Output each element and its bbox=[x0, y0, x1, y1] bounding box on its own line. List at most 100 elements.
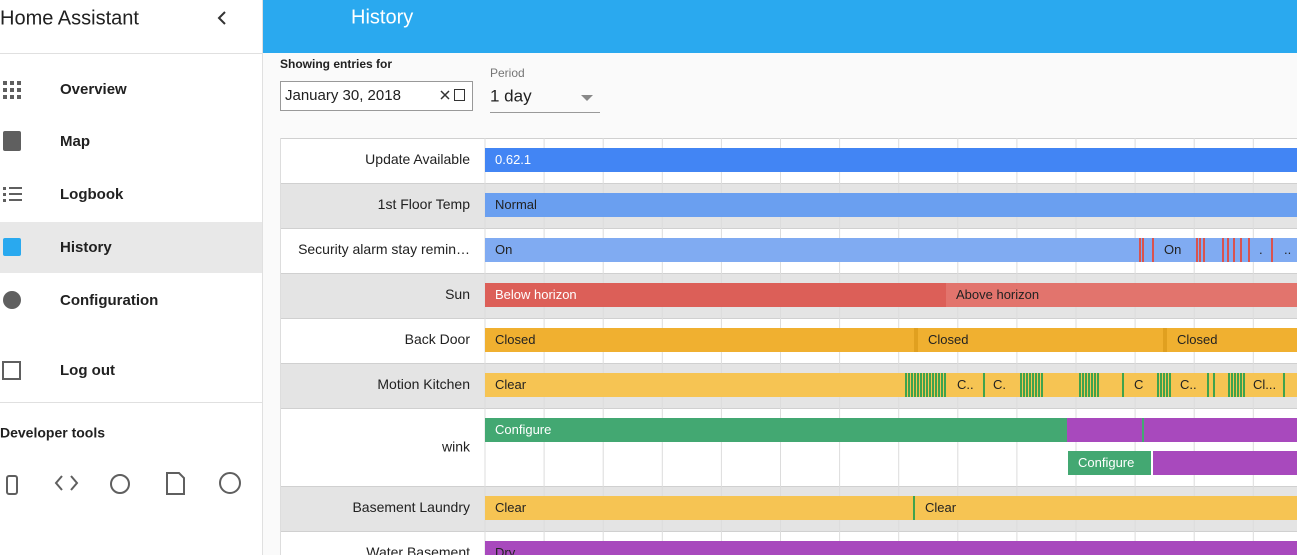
state-bar[interactable] bbox=[485, 148, 1297, 172]
state-change bbox=[1035, 373, 1037, 397]
state-bar[interactable] bbox=[485, 238, 1297, 262]
menu-item[interactable]: History bbox=[60, 239, 112, 256]
state-change bbox=[905, 373, 907, 397]
dev-tool-icon[interactable] bbox=[166, 472, 185, 495]
state-bar[interactable] bbox=[1067, 418, 1297, 442]
state-change bbox=[914, 373, 916, 397]
state-change bbox=[1142, 238, 1144, 262]
state-bar[interactable] bbox=[485, 373, 1297, 397]
state-change bbox=[1041, 373, 1043, 397]
row-label: Security alarm stay remin… bbox=[298, 241, 470, 257]
active-item bbox=[0, 222, 262, 273]
state-change bbox=[911, 373, 913, 397]
menu-item[interactable]: Overview bbox=[60, 81, 127, 98]
state-bar[interactable] bbox=[485, 283, 946, 307]
state-change bbox=[1029, 373, 1031, 397]
period-value[interactable]: 1 day bbox=[490, 86, 532, 105]
state-change bbox=[1283, 373, 1285, 397]
state-label: Cl... bbox=[1253, 377, 1276, 392]
state-change bbox=[1237, 373, 1239, 397]
date-value: January 30, 2018 bbox=[285, 87, 401, 104]
calendar-button[interactable] bbox=[454, 89, 465, 101]
state-change bbox=[1091, 373, 1093, 397]
date-label: Showing entries for bbox=[280, 57, 392, 71]
state-bar[interactable] bbox=[918, 328, 1163, 352]
row-label: wink bbox=[441, 439, 471, 455]
state-label: C bbox=[1134, 377, 1143, 392]
dev-tool-icon[interactable] bbox=[110, 474, 130, 494]
state-change bbox=[1152, 238, 1154, 262]
state-bar[interactable] bbox=[485, 193, 1297, 217]
state-label: C. bbox=[993, 377, 1006, 392]
state-change bbox=[1271, 238, 1273, 262]
state-label: Clear bbox=[495, 500, 527, 515]
period-label: Period bbox=[490, 66, 525, 80]
state-bar[interactable] bbox=[1153, 451, 1297, 475]
dev-tool-icon[interactable] bbox=[219, 472, 241, 494]
menu-item[interactable]: Map bbox=[60, 133, 90, 150]
logbook-icon bbox=[3, 187, 22, 202]
row-label: Motion Kitchen bbox=[377, 376, 470, 392]
state-change bbox=[1207, 373, 1209, 397]
state-bar[interactable] bbox=[1068, 451, 1151, 475]
state-bar[interactable] bbox=[485, 328, 914, 352]
app-title: Home Assistant bbox=[0, 7, 139, 29]
state-label: Clear bbox=[495, 377, 527, 392]
state-bar[interactable] bbox=[485, 418, 1067, 442]
state-change bbox=[1203, 238, 1205, 262]
state-change bbox=[1122, 373, 1124, 397]
menu-item[interactable]: Configuration bbox=[60, 292, 158, 309]
state-bar[interactable] bbox=[946, 283, 1297, 307]
section-title: Developer tools bbox=[0, 425, 105, 441]
state-change bbox=[1023, 373, 1025, 397]
menu-item[interactable]: Logbook bbox=[60, 186, 124, 203]
timeline: Update Available 0.62.1 1st Floor Temp Norm… bbox=[280, 138, 1297, 555]
date-input[interactable] bbox=[280, 81, 473, 111]
clear-date[interactable] bbox=[440, 90, 450, 100]
state-change bbox=[1213, 373, 1215, 397]
state-change bbox=[1085, 373, 1087, 397]
state-change bbox=[1234, 373, 1236, 397]
state-label: Closed bbox=[495, 332, 535, 347]
state-label: Above horizon bbox=[956, 287, 1039, 302]
collapse-button[interactable] bbox=[217, 11, 226, 25]
state-bar[interactable] bbox=[1163, 328, 1167, 352]
state-change bbox=[1139, 238, 1141, 262]
state-bar[interactable] bbox=[1167, 328, 1297, 352]
state-change bbox=[944, 373, 946, 397]
state-bar[interactable] bbox=[485, 496, 1297, 520]
state-change bbox=[1240, 373, 1242, 397]
sidebar bbox=[0, 0, 262, 555]
state-change bbox=[935, 373, 937, 397]
state-bar[interactable] bbox=[485, 541, 1297, 555]
state-change bbox=[983, 373, 985, 397]
state-change bbox=[1243, 373, 1245, 397]
map-icon bbox=[3, 131, 21, 151]
dev-tool-icon[interactable] bbox=[6, 475, 18, 495]
row-label: Update Available bbox=[365, 151, 470, 167]
dev-tool-icon[interactable] bbox=[54, 475, 79, 491]
state-label: On bbox=[495, 242, 512, 257]
state-change bbox=[1026, 373, 1028, 397]
state-change bbox=[1032, 373, 1034, 397]
state-label: Closed bbox=[928, 332, 968, 347]
state-change bbox=[908, 373, 910, 397]
state-change bbox=[926, 373, 928, 397]
state-label: 0.62.1 bbox=[495, 152, 531, 167]
state-label: Clear bbox=[925, 500, 957, 515]
menu-item[interactable]: Log out bbox=[60, 362, 115, 379]
state-change bbox=[1248, 238, 1250, 262]
dropdown-arrow[interactable] bbox=[581, 95, 593, 101]
state-change bbox=[941, 373, 943, 397]
state-change bbox=[1038, 373, 1040, 397]
state-label: Configure bbox=[1078, 455, 1134, 470]
state-change bbox=[917, 373, 919, 397]
state-label: Normal bbox=[495, 197, 537, 212]
state-change bbox=[1079, 373, 1081, 397]
state-bar[interactable] bbox=[914, 328, 918, 352]
state-change bbox=[1157, 373, 1159, 397]
state-change bbox=[1231, 373, 1233, 397]
state-change bbox=[1020, 373, 1022, 397]
state-change bbox=[1199, 238, 1201, 262]
